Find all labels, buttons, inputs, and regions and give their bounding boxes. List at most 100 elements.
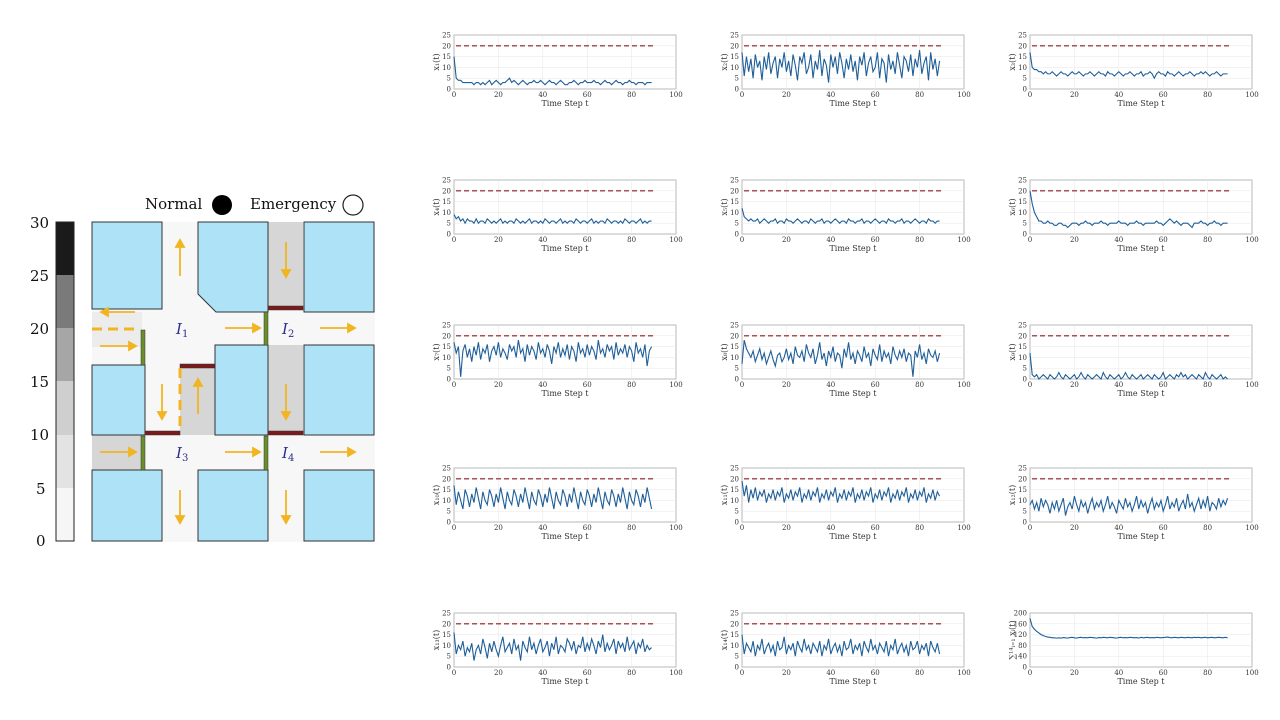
x-tick-label: 20 bbox=[1070, 524, 1079, 532]
x-tick-label: 80 bbox=[627, 236, 636, 244]
y-axis-label: x₁₀(t) bbox=[432, 485, 441, 505]
y-tick-label: 10 bbox=[730, 64, 739, 72]
y-tick-label: 10 bbox=[730, 354, 739, 362]
colorbar-frame bbox=[55, 221, 75, 542]
y-tick-label: 15 bbox=[730, 198, 739, 206]
y-tick-label: 25 bbox=[730, 610, 739, 618]
plot-area bbox=[453, 324, 677, 380]
x-tick-label: 0 bbox=[452, 236, 456, 244]
red-signal bbox=[144, 430, 181, 436]
x-tick-label: 40 bbox=[538, 91, 547, 99]
x-tick-label: 80 bbox=[1203, 91, 1212, 99]
normal-vehicle-icon bbox=[212, 195, 232, 215]
intersection-label-3: I3 bbox=[175, 444, 188, 464]
plot-area bbox=[741, 467, 965, 523]
legend-normal-label: Normal bbox=[145, 195, 202, 213]
y-tick-label: 120 bbox=[1014, 631, 1027, 639]
x-tick-label: 0 bbox=[452, 381, 456, 389]
colorbar-seg-0 bbox=[56, 222, 74, 275]
y-tick-label: 15 bbox=[442, 486, 451, 494]
y-tick-label: 0 bbox=[447, 231, 451, 239]
y-tick-label: 5 bbox=[1023, 508, 1027, 516]
y-tick-label: 10 bbox=[730, 209, 739, 217]
colorbar-tick-30: 30 bbox=[30, 214, 49, 232]
x-tick-label: 100 bbox=[1245, 236, 1258, 244]
x-tick-label: 40 bbox=[538, 381, 547, 389]
x-tick-label: 20 bbox=[782, 524, 791, 532]
colorbar-seg-4 bbox=[56, 435, 74, 488]
series-line bbox=[741, 207, 940, 225]
x-tick-label: 60 bbox=[1159, 91, 1168, 99]
y-tick-label: 15 bbox=[730, 53, 739, 61]
series-line bbox=[453, 214, 652, 225]
x-tick-label: 60 bbox=[871, 236, 880, 244]
x-axis-label: Time Step t bbox=[541, 677, 589, 686]
x-tick-label: 40 bbox=[1114, 381, 1123, 389]
y-tick-label: 5 bbox=[735, 508, 739, 516]
series-line bbox=[1029, 353, 1228, 380]
x-tick-label: 80 bbox=[1203, 381, 1212, 389]
y-tick-label: 15 bbox=[730, 631, 739, 639]
red-signal bbox=[267, 430, 304, 436]
x-axis-label: Time Step t bbox=[829, 244, 877, 253]
x-tick-label: 0 bbox=[452, 91, 456, 99]
y-tick-label: 20 bbox=[730, 187, 739, 195]
y-tick-label: 40 bbox=[1018, 653, 1027, 661]
y-tick-label: 20 bbox=[442, 620, 451, 628]
x-axis-label: Time Step t bbox=[829, 99, 877, 108]
y-tick-label: 10 bbox=[442, 497, 451, 505]
y-tick-label: 20 bbox=[442, 475, 451, 483]
x-tick-label: 60 bbox=[871, 669, 880, 677]
x-tick-label: 20 bbox=[782, 381, 791, 389]
colorbar-seg-1 bbox=[56, 275, 74, 328]
y-tick-label: 25 bbox=[730, 465, 739, 473]
x-tick-label: 60 bbox=[583, 91, 592, 99]
x-axis-label: Time Step t bbox=[1117, 99, 1165, 108]
city-block bbox=[197, 221, 269, 313]
x-tick-label: 60 bbox=[871, 524, 880, 532]
y-tick-label: 0 bbox=[447, 376, 451, 384]
x-tick-label: 80 bbox=[627, 91, 636, 99]
x-tick-label: 40 bbox=[826, 236, 835, 244]
y-tick-label: 25 bbox=[442, 32, 451, 40]
x-tick-label: 100 bbox=[669, 236, 682, 244]
green-signal bbox=[140, 329, 146, 366]
y-tick-label: 15 bbox=[1018, 53, 1027, 61]
x-tick-label: 40 bbox=[538, 236, 547, 244]
colorbar-tick-5: 5 bbox=[36, 480, 46, 498]
series-line bbox=[1029, 52, 1228, 80]
x-tick-label: 100 bbox=[957, 91, 970, 99]
y-tick-label: 5 bbox=[735, 220, 739, 228]
y-axis-label: x₇(t) bbox=[432, 343, 441, 360]
x-tick-label: 60 bbox=[1159, 236, 1168, 244]
x-tick-label: 40 bbox=[1114, 669, 1123, 677]
x-axis-label: Time Step t bbox=[541, 532, 589, 541]
y-tick-label: 25 bbox=[442, 177, 451, 185]
x-tick-label: 80 bbox=[627, 669, 636, 677]
y-tick-label: 5 bbox=[447, 653, 451, 661]
y-tick-label: 15 bbox=[442, 343, 451, 351]
x-tick-label: 40 bbox=[1114, 91, 1123, 99]
y-tick-label: 0 bbox=[735, 664, 739, 672]
y-tick-label: 0 bbox=[447, 86, 451, 94]
y-tick-label: 0 bbox=[1023, 664, 1027, 672]
y-tick-label: 10 bbox=[1018, 354, 1027, 362]
y-axis-label: x₃(t) bbox=[1008, 53, 1017, 70]
x-tick-label: 80 bbox=[1203, 524, 1212, 532]
colorbar-seg-2 bbox=[56, 328, 74, 381]
x-tick-label: 60 bbox=[871, 91, 880, 99]
x-tick-label: 100 bbox=[1245, 381, 1258, 389]
x-tick-label: 20 bbox=[782, 669, 791, 677]
y-axis-label: ∑¹⁴ᵢ₌₁ xᵢ(t) bbox=[1008, 620, 1017, 659]
green-signal bbox=[263, 435, 269, 471]
y-tick-label: 25 bbox=[1018, 32, 1027, 40]
y-tick-label: 0 bbox=[735, 376, 739, 384]
x-tick-label: 20 bbox=[494, 236, 503, 244]
y-tick-label: 160 bbox=[1014, 620, 1027, 628]
